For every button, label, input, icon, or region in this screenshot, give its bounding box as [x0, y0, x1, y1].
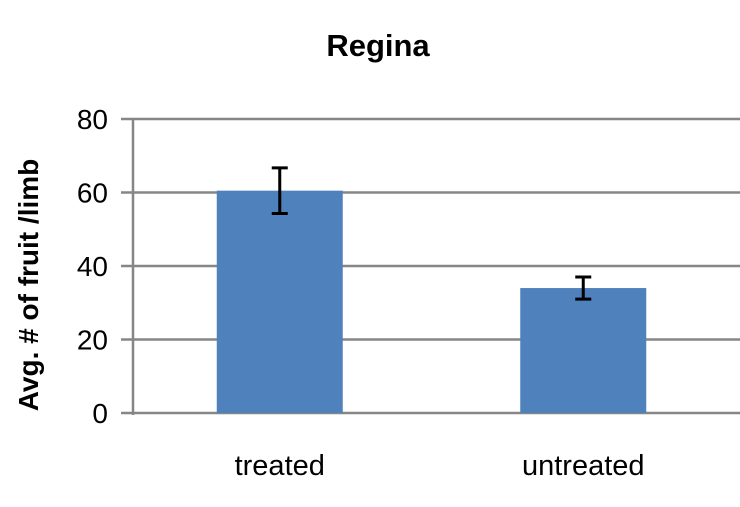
y-tick-label: 40	[77, 251, 108, 282]
y-tick-label: 60	[77, 178, 108, 209]
bars	[216, 166, 647, 413]
error-bar-treated	[271, 166, 288, 215]
x-tick-label: treated	[235, 450, 325, 482]
error-bar-untreated	[575, 275, 592, 301]
y-tick-label: 20	[77, 325, 108, 356]
chart-title: Regina	[326, 28, 430, 63]
y-tick-label: 0	[92, 398, 108, 429]
x-tick-label: untreated	[522, 450, 645, 482]
y-tick-label: 80	[77, 104, 108, 135]
gridlines	[121, 117, 740, 415]
y-tick-labels: 0 20 40 60 80	[77, 104, 108, 429]
x-tick-labels: treated untreated	[235, 450, 645, 482]
y-axis-label: Avg. # of fruit /limb	[13, 159, 44, 412]
bar-treated	[216, 190, 343, 413]
bar-untreated	[520, 288, 647, 413]
